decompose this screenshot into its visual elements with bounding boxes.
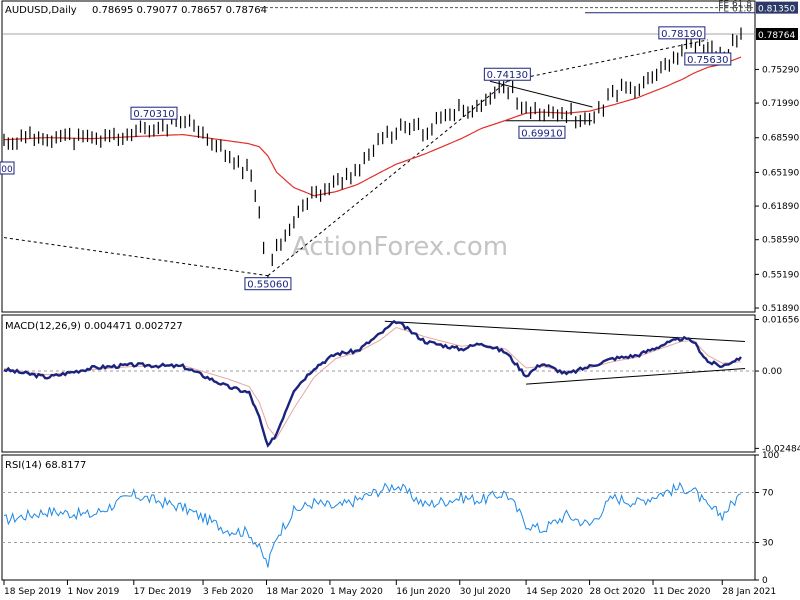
price-annotation-label: 0.70310 (133, 109, 174, 120)
price-annotation-box (658, 26, 706, 40)
price-annotation-box (518, 125, 566, 139)
macd-axis-label: -0.02484 (762, 444, 800, 454)
time-axis-label: 28 Oct 2020 (590, 587, 646, 597)
triangle-upper-line (489, 80, 593, 108)
time-axis-label: 30 Jul 2020 (460, 587, 511, 597)
macd-title: MACD(12,26,9) 0.004471 0.002727 (5, 321, 183, 332)
fe-price-tag (756, 1, 798, 14)
trendline (3, 237, 269, 277)
ohlc-values: 0.78695 0.79077 0.78657 0.78764 (92, 5, 267, 16)
macd-panel (1, 314, 756, 453)
fe-level-label: FE 61.8 (718, 0, 752, 10)
price-annotation-label: 0.69910 (521, 128, 562, 139)
macd-layer (2, 319, 755, 448)
time-axis-label: 1 May 2020 (330, 587, 383, 597)
fe-price-tag-label: 0.81350 (758, 5, 795, 15)
price-layer: FE 61.8FE 61.8 0.70310 0.55060 0.74130 0.699… (0, 0, 755, 291)
price-axis-label: 0.55190 (762, 270, 799, 280)
macd-line (3, 319, 742, 448)
rsi-axis-label: 100 (762, 451, 779, 461)
time-axis-label: 17 Dec 2019 (134, 587, 192, 597)
time-axis-label: 3 Feb 2020 (203, 587, 254, 597)
time-axis-label: 16 Jun 2020 (396, 587, 450, 597)
fe-level-label: FE 61.8 (718, 5, 752, 15)
price-axis-label: 0.58590 (762, 236, 799, 246)
sma-line (3, 56, 742, 197)
rsi-axis-label: 70 (762, 489, 774, 499)
macd-axis-label: 0.00 (762, 367, 782, 377)
price-annotation-box (684, 52, 732, 66)
price-annotation-label: 0.78190 (661, 29, 702, 40)
cut-annotation-label: 00 (1, 165, 13, 175)
rsi-panel (1, 454, 756, 581)
price-axis-label: 0.68590 (762, 134, 799, 144)
time-axis-label: 11 Dec 2020 (653, 587, 711, 597)
price-annotation-box (130, 106, 178, 120)
time-axis-label: 1 Nov 2019 (67, 587, 119, 597)
macd-trendline (384, 320, 746, 342)
rsi-axis-label: 30 (762, 539, 774, 549)
price-annotation-box (483, 67, 531, 81)
price-annotation-label: 0.55060 (247, 280, 288, 291)
time-axis-label: 18 Mar 2020 (266, 587, 323, 597)
watermark: ActionForex.com (292, 232, 508, 262)
price-annotation-box (244, 277, 292, 291)
trendline (507, 39, 708, 82)
macd-axis-label: 0.016567 (762, 315, 800, 325)
time-axis-label: 14 Sep 2020 (526, 587, 583, 597)
time-axis-label: 28 Jan 2021 (722, 587, 776, 597)
price-axis-label: 0.65190 (762, 168, 799, 178)
price-axis-label: 0.75290 (762, 65, 799, 75)
rsi-layer (2, 481, 755, 568)
price-axis-label: 0.71990 (762, 99, 799, 109)
time-axis-label: 18 Sep 2019 (4, 587, 61, 597)
price-annotation-label: 0.75630 (687, 55, 728, 66)
symbol-label: AUDUSD,Daily (5, 5, 77, 16)
price-axis-label: 0.61890 (762, 202, 799, 212)
cut-annotation-box (0, 161, 15, 175)
rsi-line (3, 481, 742, 568)
macd-trendline (526, 368, 746, 385)
current-price-tag-label: 0.78764 (758, 31, 795, 41)
current-price-tag (756, 27, 798, 40)
rsi-title: RSI(14) 68.8177 (5, 460, 86, 471)
rsi-axis-label: 0 (762, 576, 768, 586)
axis-layer: 0.75290 0.71990 0.68590 0.65190 0.61890 0.585… (3, 1, 800, 597)
price-axis-label: 0.51890 (762, 304, 799, 314)
macd-signal-line (3, 326, 742, 439)
price-annotation-label: 0.74130 (487, 70, 528, 81)
price-panel (1, 0, 756, 313)
